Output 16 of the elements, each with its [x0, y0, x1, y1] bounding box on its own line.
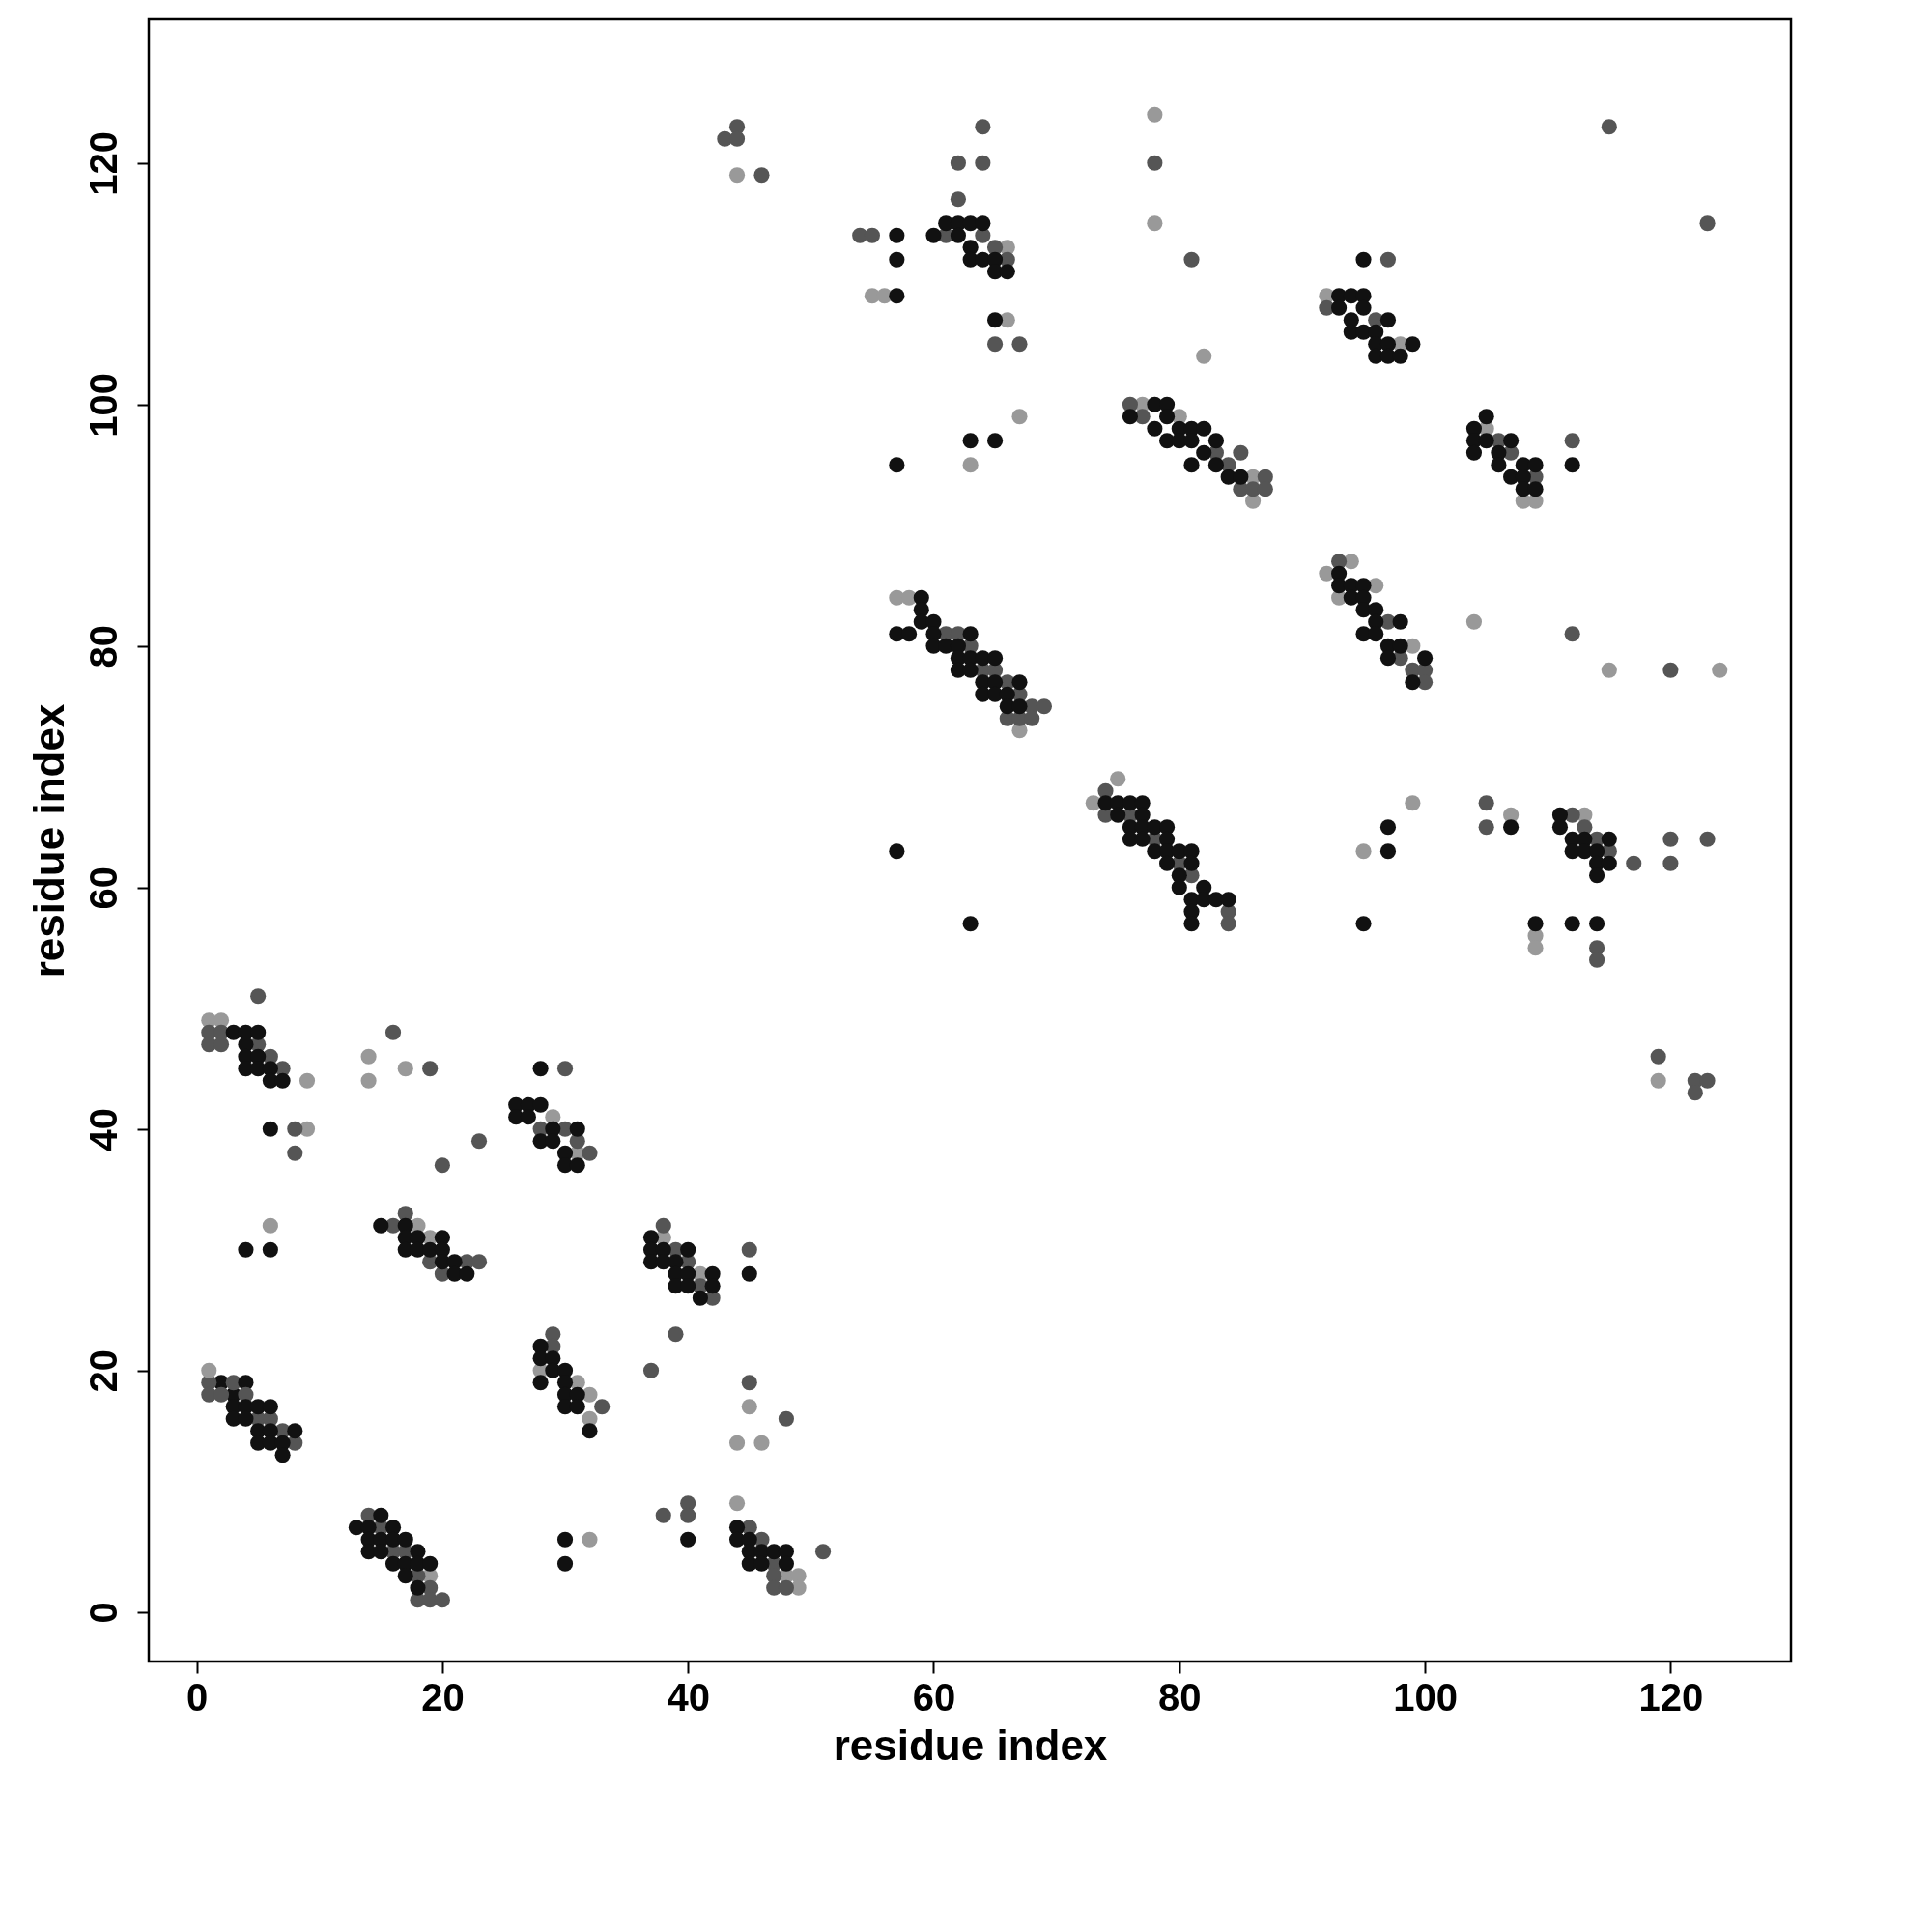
y-tick-label: 80	[81, 625, 125, 668]
x-tick-label: 120	[1638, 1675, 1704, 1719]
y-tick-label: 60	[81, 867, 125, 910]
y-tick-label: 120	[81, 130, 125, 196]
x-tick-label: 20	[421, 1675, 465, 1719]
y-axis-title: residue index	[24, 703, 72, 979]
x-tick-label: 60	[912, 1675, 956, 1719]
x-tick-label: 40	[667, 1675, 710, 1719]
y-tick-label: 20	[81, 1350, 125, 1393]
x-axis-title: residue index	[833, 1720, 1108, 1769]
y-tick-label: 40	[81, 1108, 125, 1151]
y-tick-label: 0	[81, 1602, 125, 1624]
x-tick-label: 100	[1393, 1675, 1458, 1719]
x-tick-label: 0	[185, 1675, 209, 1719]
x-tick-label: 80	[1158, 1675, 1202, 1719]
y-tick-label: 100	[81, 372, 125, 438]
